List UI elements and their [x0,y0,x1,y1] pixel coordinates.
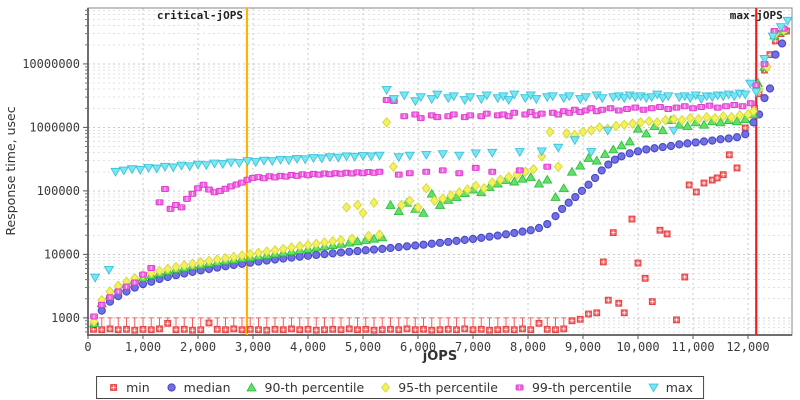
legend-item-p95: 95-th percentile [379,380,498,395]
legend-label-p95: 95-th percentile [398,380,498,395]
y-axis-title: Response time, usec [3,106,18,235]
legend-label-min: min [126,380,150,395]
y-tick-label: 1000000 [29,120,80,134]
legend: min median 90-th percentile 95-th percentil… [96,376,704,399]
legend-marker-p95 [381,382,391,393]
x-tick-label: 9,000 [565,340,601,354]
x-tick-label: 1,000 [125,340,161,354]
x-tick-label: 7,000 [455,340,491,354]
legend-marker-median [167,383,176,392]
legend-marker-max [648,383,659,393]
legend-marker-p90 [246,382,258,392]
x-axis-title: jOPS [422,349,457,364]
legend-label-max: max [665,380,693,395]
legend-label-p99: 99-th percentile [531,380,632,395]
series-p90 [88,25,788,328]
series-min [90,27,790,334]
x-tick-label: 4,000 [290,340,326,354]
x-tick-label: 0 [84,340,91,354]
legend-item-p99: 99-th percentile [513,380,632,395]
legend-item-min: min [107,380,150,395]
legend-item-p90: 90-th percentile [246,380,365,395]
data-series [88,16,793,334]
x-tick-label: 5,000 [345,340,381,354]
y-tick-label: 100000 [37,184,80,198]
x-tick-label: 6,000 [400,340,436,354]
x-tick-label: 12,000 [726,340,769,354]
legend-label-p90: 90-th percentile [264,380,365,395]
series-max [89,16,793,283]
critical-jops-label: critical-jOPS [157,9,243,22]
axis-ticks-and-labels: 0 1,000 2,000 3,000 4,000 5,000 6,000 7,000 8,00… [22,9,770,354]
y-tick-label: 10000 [44,247,80,261]
legend-label-median: median [183,380,231,395]
x-tick-label: 2,000 [180,340,216,354]
x-tick-label: 3,000 [235,340,271,354]
legend-item-max: max [647,380,693,395]
marker-lines: critical-jOPS max-jOPS [157,8,783,335]
legend-item-median: median [165,380,231,395]
chart-plot-area: critical-jOPS max-jOPS 0 1,000 2,000 3,000 4,… [3,7,793,364]
series-p99 [90,25,788,320]
y-tick-label: 1000 [51,311,80,325]
x-tick-label: 11,000 [671,340,714,354]
max-jops-label: max-jOPS [730,9,783,22]
legend-marker-p99 [515,384,524,391]
legend-marker-min [110,384,117,391]
x-tick-label: 10,000 [616,340,659,354]
x-tick-label: 8,000 [510,340,546,354]
y-tick-label: 10000000 [22,57,80,71]
series-p95 [89,24,789,327]
